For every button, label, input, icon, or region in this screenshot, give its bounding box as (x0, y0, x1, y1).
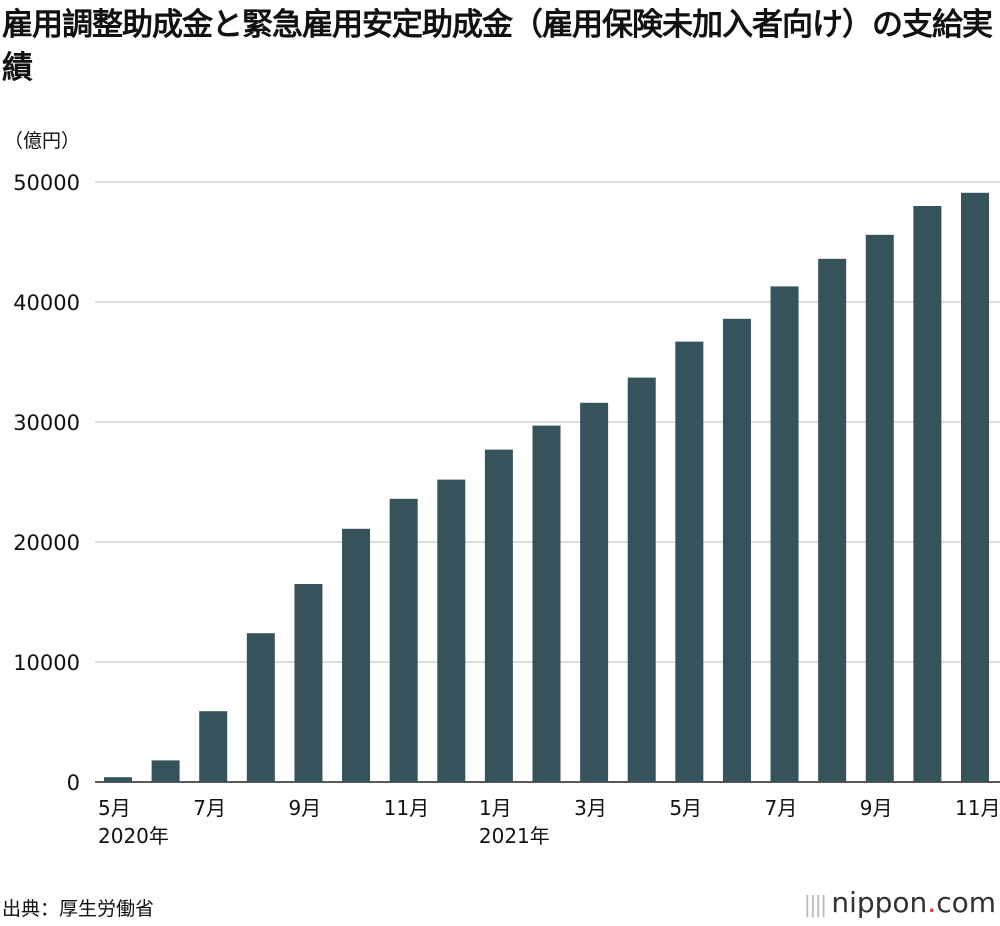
x-tick-label: 11月 (955, 796, 1000, 820)
bar-2020-10 (342, 528, 371, 782)
x-tick-label: 5月 (98, 796, 131, 820)
bar-2020-05 (104, 777, 132, 782)
logo-dot: . (927, 886, 937, 919)
y-tick-label: 20000 (13, 531, 80, 555)
chart-title: 雇用調整助成金と緊急雇用安定助成金（雇用保険未加入者向け）の支給実績 (2, 7, 993, 86)
bar-2020-11 (389, 498, 418, 782)
bar-2021-01 (484, 449, 513, 782)
y-axis-unit-label: （億円） (4, 130, 81, 152)
bar-2021-05 (675, 341, 704, 782)
x-tick-label: 5月 (669, 796, 702, 820)
nippon-logo: |||| nippon.com (804, 886, 996, 919)
bar-2020-09 (294, 584, 323, 782)
y-tick-label: 0 (67, 771, 80, 795)
bar-2021-03 (580, 402, 609, 782)
bar-2020-07 (199, 711, 228, 782)
y-tick-label: 50000 (13, 171, 80, 195)
x-year-label: 2021年 (479, 824, 550, 848)
bar-2021-11 (961, 192, 989, 783)
y-tick-label: 40000 (13, 291, 80, 315)
source-note: 出典：厚生労働省 (2, 898, 155, 920)
y-tick-label: 10000 (13, 651, 80, 675)
bar-2021-07 (770, 286, 799, 782)
logo-name: nippon (831, 886, 928, 919)
bar-2021-09 (865, 234, 894, 783)
y-tick-label: 30000 (13, 411, 80, 435)
bar-2021-08 (818, 258, 847, 782)
logo-bars-icon: |||| (803, 893, 828, 918)
x-tick-label: 3月 (574, 796, 607, 820)
bar-2021-04 (627, 377, 656, 782)
x-year-label: 2020年 (98, 824, 169, 848)
x-tick-label: 9月 (288, 796, 321, 820)
bar-2021-10 (913, 206, 942, 782)
x-tick-label: 1月 (479, 796, 512, 820)
logo-suffix: com (936, 886, 996, 919)
bar-2021-02 (532, 425, 561, 782)
bar-2020-06 (151, 760, 180, 782)
x-tick-label: 7月 (765, 796, 798, 820)
x-tick-label: 7月 (193, 796, 226, 820)
x-tick-label: 11月 (384, 796, 429, 820)
bar-2020-12 (437, 479, 466, 782)
bar-2021-06 (722, 318, 751, 782)
bar-2020-08 (246, 633, 275, 782)
x-tick-label: 9月 (860, 796, 893, 820)
